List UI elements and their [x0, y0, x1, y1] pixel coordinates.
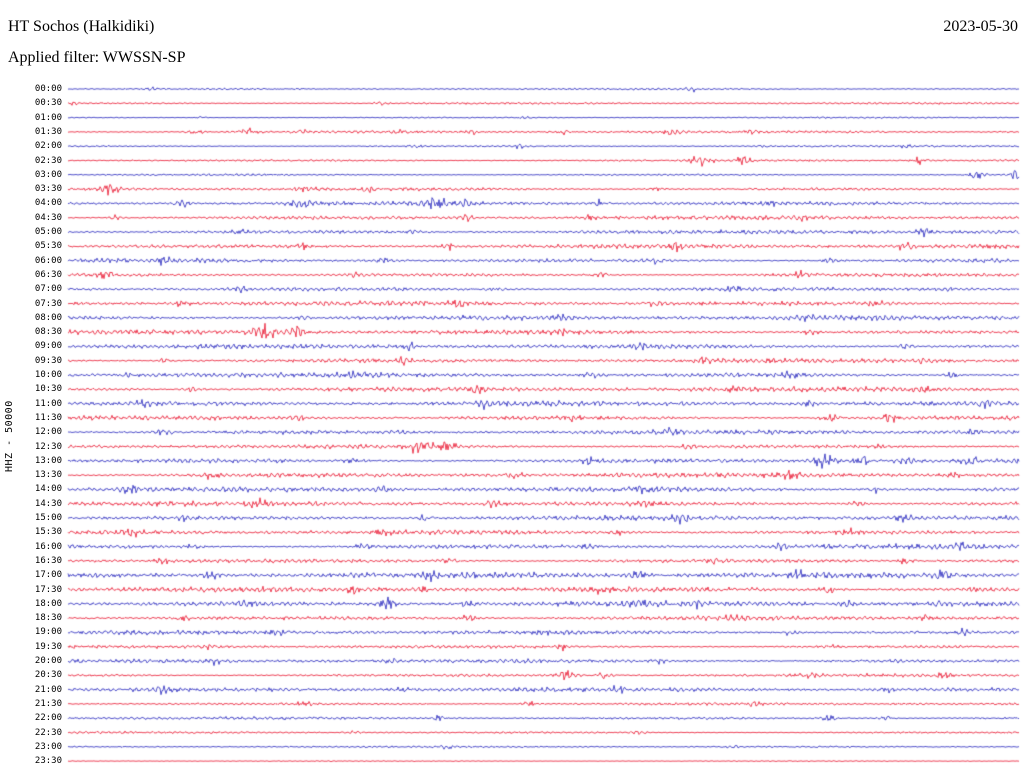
time-label: 21:00	[34, 684, 62, 695]
time-label: 16:00	[34, 541, 62, 552]
station-title: HT Sochos (Halkidiki)	[8, 18, 155, 35]
time-label: 07:00	[34, 284, 62, 295]
time-label: 01:00	[34, 112, 62, 123]
time-label: 09:30	[34, 355, 62, 366]
time-label: 06:00	[34, 255, 62, 266]
time-label: 17:30	[34, 584, 62, 595]
time-label: 22:00	[34, 713, 62, 724]
applied-filter-label: Applied filter: WWSSN-SP	[8, 49, 186, 66]
time-label: 07:30	[34, 298, 62, 309]
time-label: 11:30	[34, 412, 62, 423]
time-label: 05:30	[34, 241, 62, 252]
time-label: 20:30	[34, 670, 62, 681]
time-label: 00:00	[34, 84, 62, 94]
time-label: 19:00	[34, 627, 62, 638]
time-label: 14:30	[34, 498, 62, 509]
time-label: 09:00	[34, 341, 62, 352]
time-label: 18:00	[34, 598, 62, 609]
time-label: 04:00	[34, 198, 62, 209]
time-label: 17:00	[34, 570, 62, 581]
time-label: 13:30	[34, 470, 62, 481]
time-label: 23:30	[34, 756, 62, 767]
time-label: 15:00	[34, 513, 62, 523]
record-date: 2023-05-30	[943, 18, 1018, 35]
time-label: 08:30	[34, 327, 62, 338]
time-label: 03:30	[34, 184, 62, 195]
time-label: 15:30	[34, 527, 62, 538]
time-label: 21:30	[34, 698, 62, 709]
time-label: 10:30	[34, 384, 62, 395]
time-label: 19:30	[34, 641, 62, 652]
time-label: 04:30	[34, 212, 62, 223]
time-label: 02:30	[34, 155, 62, 166]
time-label: 08:00	[34, 312, 62, 323]
time-label: 12:00	[34, 427, 62, 438]
time-label: 16:30	[34, 555, 62, 566]
time-label: 03:00	[34, 169, 62, 180]
time-label: 06:30	[34, 269, 62, 280]
time-label: 10:00	[34, 370, 62, 380]
time-label: 01:30	[34, 126, 62, 137]
time-label: 23:00	[34, 741, 62, 752]
time-label: 13:00	[34, 455, 62, 466]
time-label: 18:30	[34, 613, 62, 624]
time-label: 02:00	[34, 141, 62, 152]
time-label: 22:30	[34, 727, 62, 738]
time-label: 20:00	[34, 656, 62, 666]
time-label: 11:00	[34, 398, 62, 409]
time-label: 12:30	[34, 441, 62, 452]
time-label: 00:30	[34, 98, 62, 109]
time-label: 05:00	[34, 227, 62, 237]
time-label: 14:00	[34, 484, 62, 495]
